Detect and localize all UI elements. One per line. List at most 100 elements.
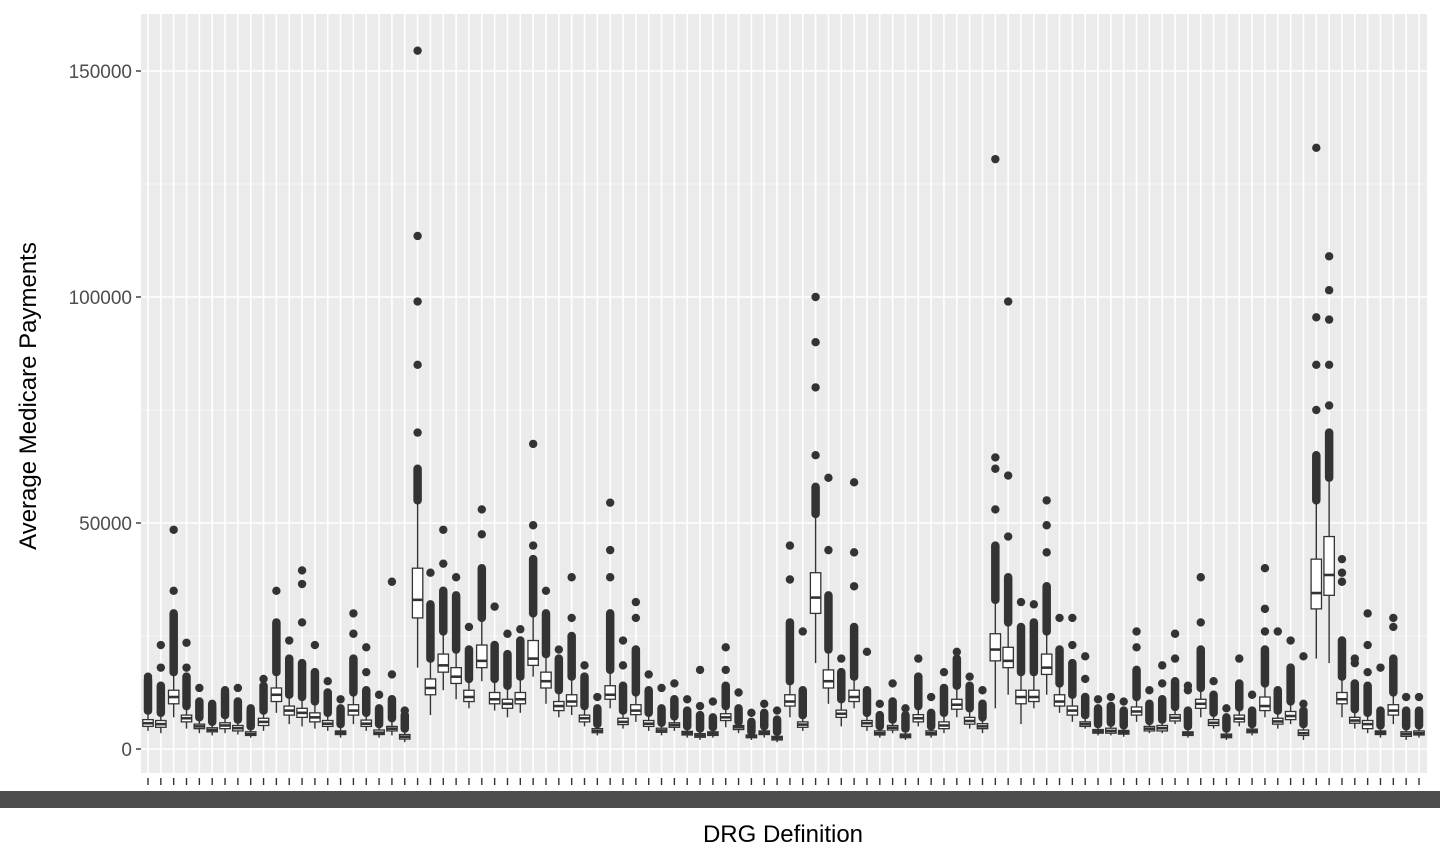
box-group [154,640,167,734]
box-group [347,609,360,725]
box-outlier-point [400,706,409,715]
box-outlier-point [1042,521,1051,530]
box-outlier-point [1068,640,1077,650]
box-group [732,688,745,734]
box-group [398,706,411,743]
box-outlier-point [1260,564,1270,573]
box-group [437,525,450,691]
box-outlier-point [1081,652,1090,661]
box-outlier-point [618,636,628,645]
box-group [450,573,462,700]
box-outlier-point [285,636,294,645]
box-group [950,647,963,718]
box-group [707,697,719,738]
box-group [1027,600,1040,709]
box-group [809,292,822,664]
box-group [899,704,912,740]
box-outlier-point [1337,577,1347,586]
box-outlier-point [798,627,807,636]
box-outlier-point [914,654,923,663]
box-outlier-point [297,566,307,575]
box-group [578,661,591,727]
box-outlier-point [631,597,641,607]
box-group [617,636,629,729]
box-outlier-point [195,683,204,693]
box-outlier-point [1324,252,1334,261]
box-group [925,692,937,738]
box-outlier-point [349,609,358,618]
box-outlier-point [156,663,166,672]
box-outlier-point [349,629,358,638]
box-outlier-point [516,625,525,634]
box-group [1233,654,1246,727]
box-outlier-point [978,686,987,695]
box-outlier-point [683,695,692,704]
box-outlier-point [811,338,820,347]
box-outlier-point [1363,667,1372,677]
box-group [1348,654,1361,729]
box-outlier-point [670,679,679,688]
box-outlier-point [362,643,371,652]
box-outlier-point [1401,692,1411,702]
box-outlier-point [862,647,872,657]
box-outlier-point [477,530,486,539]
box-group [1246,690,1258,736]
box-outlier-point [1170,654,1180,663]
box-group [552,645,565,718]
y-tick-label: 50000 [79,514,132,535]
box-group [719,643,732,728]
box-group [1297,652,1310,740]
box-outlier-point [785,541,795,550]
box-outlier-point [426,568,435,577]
box-outlier-point [593,692,602,702]
box-outlier-point [297,579,307,589]
box-outlier-point [374,690,384,699]
box-group [1143,686,1156,734]
box-group [193,683,206,734]
box-group [1284,636,1297,725]
box-outlier-point [387,670,397,679]
box-outlier-point [528,541,538,550]
box-outlier-point [1324,401,1334,410]
box-outlier-point [413,360,422,369]
box-outlier-point [413,428,422,437]
box-outlier-point [1247,690,1257,699]
box-group [1117,697,1130,737]
box-outlier-point [1389,613,1398,623]
box-outlier-point [1299,652,1308,661]
box-group [360,643,373,731]
box-outlier-point [1235,654,1244,663]
box-outlier-point [939,667,949,677]
box-outlier-point [272,586,281,595]
box-group [976,686,989,734]
box-outlier-point [837,654,846,663]
box-outlier-point [605,573,615,582]
box-iqr [411,567,424,619]
box-outlier-point [849,478,859,487]
box-group [540,586,552,704]
box-outlier-point [605,545,615,555]
box-outlier-point [1119,697,1128,706]
box-outlier-point [362,667,371,677]
box-group [309,640,321,729]
box-outlier-point [1170,629,1180,638]
box-iqr [809,572,822,615]
x-axis [0,778,1440,808]
box-outlier-point [439,525,448,534]
box-group [1130,627,1143,722]
box-outlier-point [1324,360,1334,369]
box-outlier-point [824,545,833,555]
box-outlier-point [567,573,576,582]
box-outlier-point [1222,704,1231,713]
box-group [167,525,180,718]
box-outlier-point [259,674,268,684]
y-tick-label: 150000 [69,62,132,83]
box-group [681,695,694,738]
box-outlier-point [849,582,859,591]
box-group [1182,681,1194,738]
box-iqr [604,685,617,700]
box-outlier-point [1158,679,1167,688]
box-group [1105,692,1117,736]
box-outlier-point [503,629,512,638]
